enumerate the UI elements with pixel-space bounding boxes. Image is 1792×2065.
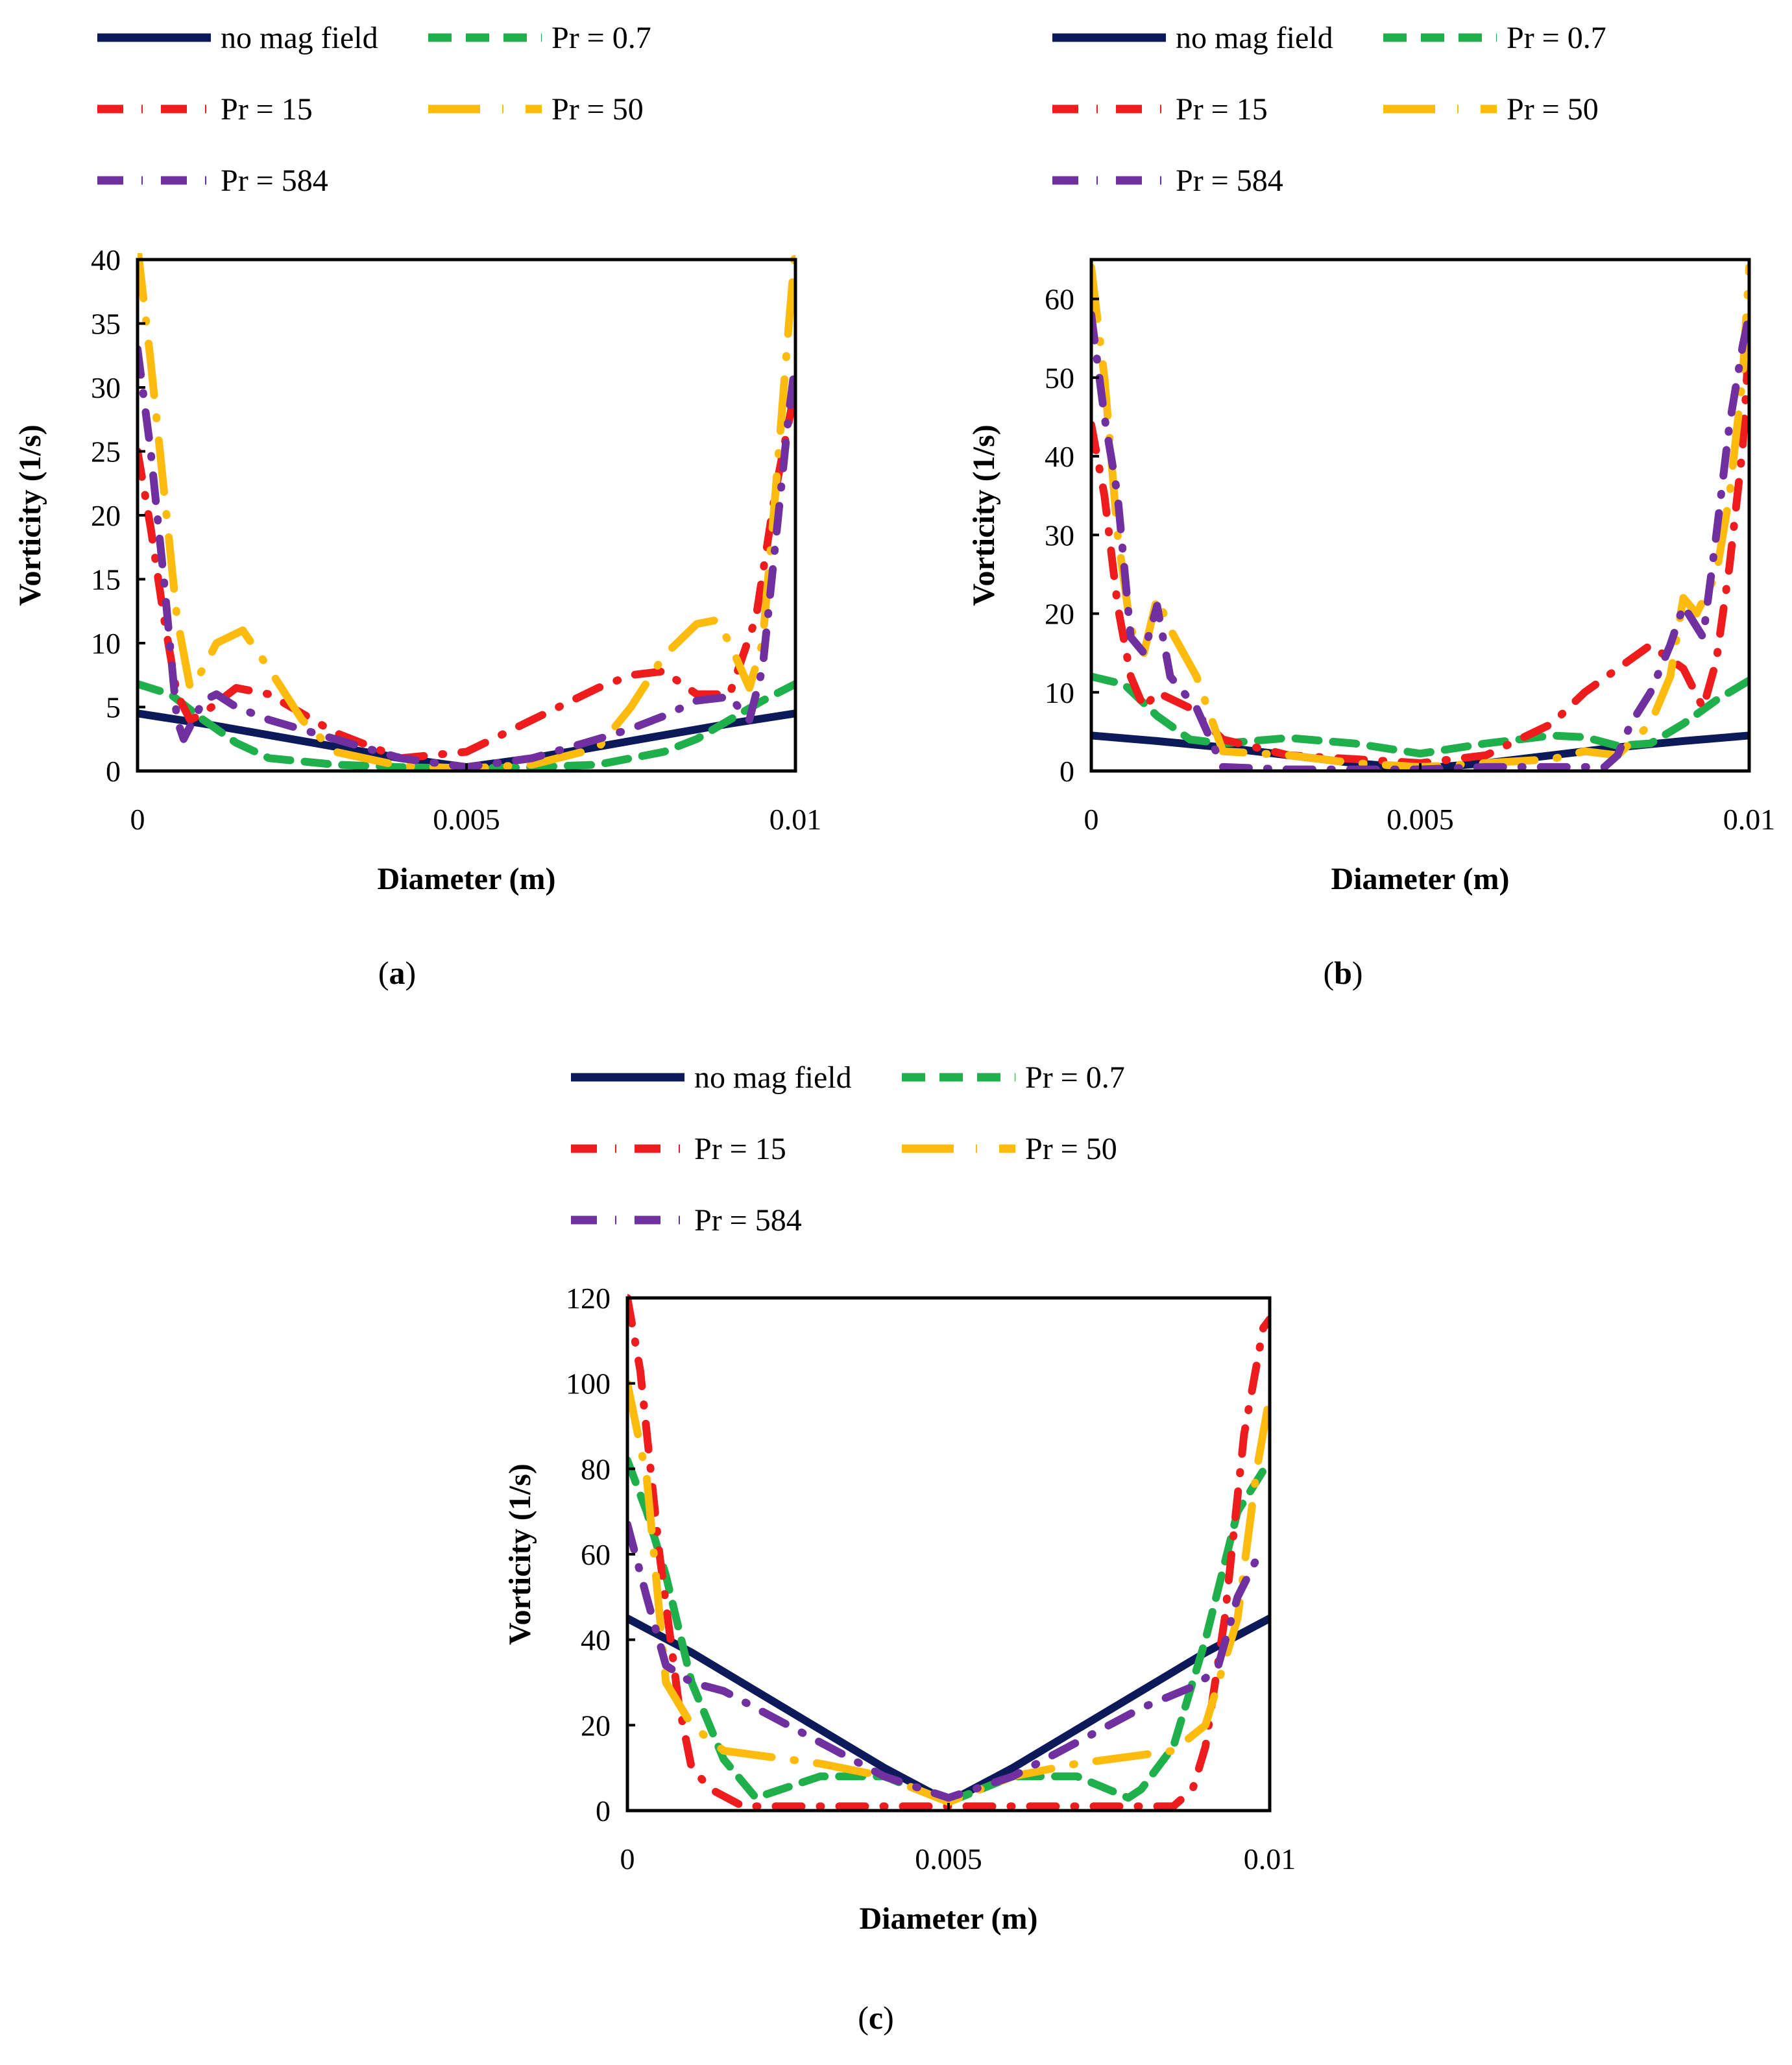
x-axis-title: Diameter (m)	[1331, 862, 1510, 896]
y-tick-label: 60	[1045, 283, 1074, 316]
legend-entry: no mag field	[97, 21, 378, 55]
x-tick-label: 0.01	[1723, 803, 1776, 836]
legend-entry: Pr = 584	[97, 164, 328, 198]
legend-entry: Pr = 50	[902, 1132, 1117, 1166]
legend-entry: Pr = 584	[571, 1203, 802, 1238]
legend-entry: Pr = 0.7	[1383, 21, 1606, 55]
legend-label: Pr = 50	[551, 92, 644, 127]
y-tick-label: 10	[1045, 676, 1074, 709]
chart-panel-c: no mag field Pr = 0.7 Pr = 15 Pr = 50 Pr = 5…	[503, 1060, 1296, 1936]
panel-caption-c: (c)	[858, 1999, 894, 2036]
legend-entry: Pr = 0.7	[902, 1060, 1125, 1095]
panel-caption-a: (a)	[378, 955, 417, 991]
x-tick-label: 0	[620, 1842, 635, 1876]
y-tick-label: 50	[1045, 361, 1074, 395]
y-tick-label: 35	[91, 308, 121, 341]
legend-entry: no mag field	[1052, 21, 1333, 55]
legend-label: Pr = 0.7	[1025, 1060, 1125, 1095]
y-tick-label: 60	[581, 1538, 611, 1571]
legend-label: Pr = 0.7	[1507, 21, 1606, 55]
legend-label: Pr = 50	[1025, 1132, 1117, 1166]
x-tick-label: 0.005	[1386, 803, 1454, 836]
legend-label: Pr = 584	[221, 164, 328, 198]
y-tick-label: 25	[91, 435, 121, 469]
legend-label: no mag field	[1176, 21, 1333, 55]
y-tick-label: 40	[91, 243, 121, 276]
x-tick-label: 0.01	[769, 803, 822, 836]
legend-entry: Pr = 584	[1052, 164, 1283, 198]
legend-entry: Pr = 50	[428, 92, 644, 127]
legend-label: Pr = 584	[1176, 164, 1283, 198]
legend-label: Pr = 15	[1176, 92, 1268, 127]
y-tick-label: 0	[596, 1794, 611, 1827]
y-tick-label: 80	[581, 1452, 611, 1485]
x-axis-title: Diameter (m)	[378, 862, 556, 896]
legend-label: no mag field	[694, 1060, 852, 1095]
y-axis-title: Vorticity (1/s)	[967, 424, 1001, 606]
y-tick-label: 15	[91, 563, 121, 596]
y-tick-label: 120	[566, 1282, 611, 1315]
y-axis-title: Vorticity (1/s)	[13, 424, 47, 606]
legend-entry: Pr = 15	[571, 1132, 786, 1166]
legend-entry: no mag field	[571, 1060, 852, 1095]
y-tick-label: 10	[91, 627, 121, 660]
series-line	[1091, 310, 1749, 771]
chart-panel-b: no mag field Pr = 0.7 Pr = 15 Pr = 50 Pr = 5…	[967, 21, 1775, 896]
series-line	[1091, 334, 1749, 767]
y-tick-label: 40	[581, 1624, 611, 1657]
y-tick-label: 5	[106, 691, 121, 724]
x-tick-label: 0	[130, 803, 145, 836]
x-tick-label: 0.005	[915, 1842, 982, 1876]
x-axis-title: Diameter (m)	[860, 1901, 1038, 1936]
panel-caption-b: (b)	[1323, 955, 1363, 991]
y-axis-title: Vorticity (1/s)	[503, 1463, 537, 1645]
y-tick-label: 30	[1045, 519, 1074, 552]
legend-entry: Pr = 15	[97, 92, 313, 127]
legend-label: Pr = 50	[1507, 92, 1599, 127]
series-line	[627, 1520, 1270, 1802]
legend-label: Pr = 15	[694, 1132, 786, 1166]
series-line	[1091, 672, 1749, 758]
y-tick-label: 20	[91, 499, 121, 532]
legend-entry: Pr = 15	[1052, 92, 1268, 127]
series-line	[627, 1379, 1270, 1806]
legend-label: Pr = 15	[221, 92, 313, 127]
legend-entry: Pr = 50	[1383, 92, 1599, 127]
plot-area	[1091, 260, 1749, 771]
legend-label: Pr = 584	[694, 1203, 802, 1238]
y-tick-label: 0	[1059, 755, 1074, 788]
y-tick-label: 0	[106, 755, 121, 788]
y-tick-label: 40	[1045, 440, 1074, 473]
y-tick-label: 30	[91, 371, 121, 404]
legend-entry: Pr = 0.7	[428, 21, 651, 55]
plot-area	[138, 260, 795, 771]
legend-label: Pr = 0.7	[551, 21, 651, 55]
legend-label: no mag field	[221, 21, 378, 55]
y-tick-label: 100	[566, 1367, 611, 1400]
chart-panel-a: no mag field Pr = 0.7 Pr = 15 Pr = 50 Pr = 5…	[13, 21, 821, 896]
y-tick-label: 20	[1045, 598, 1074, 631]
plot-area	[627, 1298, 1270, 1811]
x-tick-label: 0.01	[1244, 1842, 1296, 1876]
series-line	[138, 384, 795, 763]
series-line	[138, 345, 795, 771]
x-tick-label: 0.005	[433, 803, 500, 836]
x-tick-label: 0	[1084, 803, 1099, 836]
y-tick-label: 20	[581, 1709, 611, 1742]
